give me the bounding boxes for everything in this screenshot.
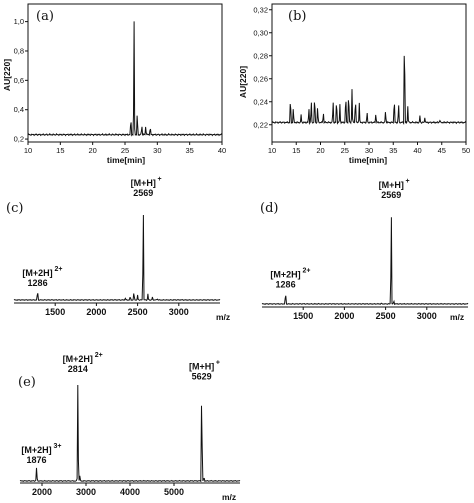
- panel-e-peak-ion-label: [M+2H]: [21, 445, 51, 455]
- panel-e-peak-mz: 2814: [68, 364, 88, 374]
- panel-c-peak-mz: 2569: [133, 188, 153, 198]
- panel-d-peak-charge: +: [406, 178, 410, 185]
- panel-e-x-tick-label: 2000: [32, 487, 52, 497]
- panel-b-frame: [271, 3, 467, 143]
- panel-b-y-tick-label: 0,22: [253, 120, 268, 129]
- panel-c-peak-ion-label: [M+H]: [131, 178, 156, 188]
- panel-d-x-tick-label: 2000: [334, 311, 354, 321]
- panel-e-peak-mz: 5629: [192, 371, 212, 381]
- panel-c-peak-mz: 1286: [28, 278, 48, 288]
- panel-a-ylabel: AU[220]: [2, 59, 12, 91]
- panel-c-mass-spectrum: (c) m/z 1500 2000 2500 3000 [M+2H] 2+ 1286 [M+H…: [6, 176, 230, 322]
- panel-e-peak-ion-label: [M+H]: [189, 361, 214, 371]
- panel-a-xlabel: time[min]: [107, 155, 145, 165]
- panel-e-xlabel: m/z: [222, 492, 236, 502]
- panel-a-y-tick-label: 0,2: [14, 135, 24, 144]
- panel-e-label: (e): [18, 375, 36, 390]
- panel-d-peak-mz: 1286: [276, 279, 296, 289]
- panel-d-x-tick-label: 2500: [376, 311, 396, 321]
- panel-e-peak-charge: 3+: [53, 443, 61, 450]
- panel-a-x-tick-label: 40: [218, 146, 226, 155]
- panel-a-label: (a): [36, 9, 54, 24]
- panel-a-y-tick-label: 1,0: [14, 17, 24, 26]
- panel-d-xlabel: m/z: [450, 312, 464, 322]
- panel-b-y-tick-label: 0,30: [253, 28, 268, 37]
- panel-b-x-tick-label: 15: [292, 146, 300, 155]
- panel-c-trace: [13, 214, 221, 302]
- panel-a-y-tick-label: 0,6: [14, 76, 24, 85]
- panel-a-y-tick-label: 0,8: [14, 46, 24, 55]
- panel-c-xlabel: m/z: [216, 312, 230, 322]
- panel-e-peak-ion-label: [M+2H]: [63, 354, 93, 364]
- panel-d-x-tick-label: 3000: [417, 311, 437, 321]
- panel-d-peak-charge: 2+: [302, 267, 310, 274]
- panel-c-peak-charge: 2+: [54, 266, 62, 273]
- panel-a-x-tick-label: 20: [88, 146, 96, 155]
- panel-d-peak-ion-label: [M+H]: [379, 180, 404, 190]
- panel-b-x-tick-label: 45: [438, 146, 446, 155]
- panel-e-peak-charge: 2+: [95, 352, 103, 359]
- panel-c-x-tick-label: 3000: [169, 307, 189, 317]
- panel-d-peak-ion-label: [M+2H]: [270, 269, 300, 279]
- panel-b-x-tick-label: 50: [462, 146, 470, 155]
- panel-b-y-tick-label: 0,26: [253, 74, 268, 83]
- panel-d-label: (d): [260, 201, 278, 216]
- panel-b-y-tick-label: 0,28: [253, 51, 268, 60]
- panel-e-trace: [19, 384, 241, 483]
- panel-a-x-tick-label: 30: [153, 146, 161, 155]
- panel-e-mass-spectrum: (e) m/z 2000 3000 4000 5000[M+2H] 3+1876[M+2…: [18, 352, 241, 502]
- panel-b-x-tick-label: 20: [316, 146, 324, 155]
- panel-b-trace: [271, 55, 467, 125]
- panel-b-x-tick-label: 30: [365, 146, 373, 155]
- panel-a-x-tick-label: 35: [185, 146, 193, 155]
- panel-a-x-tick-label: 15: [56, 146, 64, 155]
- panel-a-frame: [27, 3, 223, 143]
- panel-b-y-tick-label: 0,24: [253, 97, 268, 106]
- panel-a-chromatogram: (a) AU[220] time[min] 10 15 20 25 30 35 40 0,2 0…: [2, 3, 226, 165]
- panel-a-y-tick-label: 0,4: [14, 105, 24, 114]
- panel-b-label: (b): [288, 9, 306, 24]
- panel-d-peak-mz: 2569: [381, 190, 401, 200]
- panel-d-x-tick-label: 1500: [293, 311, 313, 321]
- panel-a-trace: [27, 21, 223, 137]
- panel-b-chromatogram: (b) AU[220] time[min] 10 15 20 25 30 35 40 45 50…: [238, 3, 470, 165]
- panel-c-x-tick-label: 2000: [86, 307, 106, 317]
- panel-b-xlabel: time[min]: [349, 155, 387, 165]
- panel-a-x-tick-label: 10: [24, 146, 32, 155]
- panel-b-x-tick-label: 40: [413, 146, 421, 155]
- panel-e-peak-charge: +: [216, 359, 220, 366]
- panel-b-x-tick-label: 10: [268, 146, 276, 155]
- panel-c-peak-charge: +: [158, 176, 162, 183]
- panel-a-x-tick-label: 25: [121, 146, 129, 155]
- panel-b-y-tick-label: 0,32: [253, 5, 268, 14]
- panel-b-ylabel: AU[220]: [238, 66, 248, 98]
- panel-d-trace: [261, 217, 469, 306]
- panel-b-x-tick-label: 25: [341, 146, 349, 155]
- panel-e-peak-mz: 1876: [27, 455, 47, 465]
- panel-c-peak-ion-label: [M+2H]: [22, 268, 52, 278]
- panel-c-x-tick-label: 1500: [45, 307, 65, 317]
- panel-e-x-tick-label: 3000: [76, 487, 96, 497]
- panel-d-mass-spectrum: (d) m/z 1500 2000 2500 3000 [M+2H] 2+ 1286 [M+H…: [260, 178, 469, 322]
- panel-c-label: (c): [6, 201, 23, 216]
- panel-e-x-tick-label: 4000: [120, 487, 140, 497]
- panel-b-x-tick-label: 35: [389, 146, 397, 155]
- panel-c-x-tick-label: 2500: [128, 307, 148, 317]
- panel-e-x-tick-label: 5000: [164, 487, 184, 497]
